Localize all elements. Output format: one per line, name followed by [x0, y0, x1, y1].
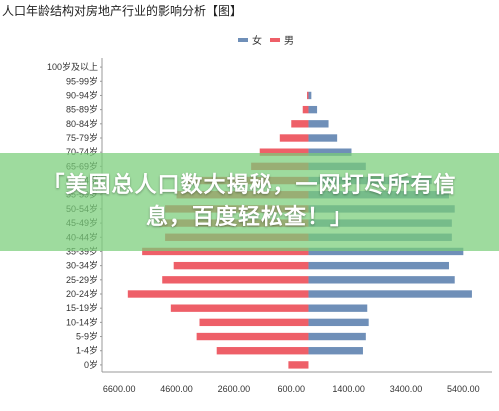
bar-male-6: [162, 276, 309, 284]
x-tick-label: 4600.00: [160, 384, 193, 394]
legend-swatch-male: [270, 37, 280, 42]
legend-swatch-female: [238, 37, 248, 42]
y-tick-label: 95-99岁: [66, 75, 98, 86]
x-tick-label: 5400.00: [447, 384, 480, 394]
y-tick-label: 100岁及以上: [47, 61, 98, 72]
x-tick-label: 600.00: [277, 384, 305, 394]
bar-female-8: [308, 247, 464, 256]
bar-female-5: [308, 290, 472, 298]
y-tick-label: 90-94岁: [66, 89, 98, 100]
y-tick-label: 20-24岁: [66, 288, 98, 299]
bar-female-16: [308, 134, 338, 142]
bar-female-19: [308, 91, 312, 100]
bar-male-7: [173, 261, 309, 270]
promo-banner[interactable]: 「美国总人口数大揭秘，一网打尽所有信息，百度轻松查！」: [0, 153, 499, 251]
x-tick-label: 2600.00: [218, 384, 251, 394]
bar-female-7: [308, 261, 449, 270]
y-tick-label: 85-89岁: [66, 104, 98, 115]
bar-male-2: [196, 332, 309, 341]
y-tick-label: 10-14岁: [66, 316, 98, 327]
y-tick-label: 70-74岁: [66, 146, 98, 157]
y-tick-label: 75-79岁: [66, 132, 98, 143]
bar-male-15: [259, 148, 309, 156]
bar-male-8: [142, 247, 309, 256]
chart-title: 人口年龄结构对房地产行业的影响分析【图】: [2, 4, 243, 18]
legend-label-female: 女: [252, 36, 262, 47]
bar-male-1: [216, 347, 309, 355]
bar-male-5: [127, 290, 309, 298]
bar-female-4: [308, 304, 368, 312]
y-tick-label: 1-4岁: [76, 345, 98, 356]
bar-female-1: [308, 347, 363, 355]
bar-male-19: [307, 91, 309, 100]
y-tick-label: 0岁: [84, 359, 98, 370]
bar-male-0: [288, 361, 309, 369]
y-tick-label: 30-34岁: [66, 260, 98, 271]
promo-banner-text[interactable]: 「美国总人口数大揭秘，一网打尽所有信息，百度轻松查！」: [42, 173, 457, 230]
chart-legend: 女 男: [238, 32, 294, 47]
bar-male-16: [279, 134, 309, 142]
y-tick-label: 15-19岁: [66, 302, 98, 313]
bar-female-2: [308, 332, 366, 341]
y-tick-label: 80-84岁: [66, 118, 98, 129]
bar-female-15: [308, 148, 352, 156]
bar-female-17: [308, 120, 329, 128]
bar-male-18: [302, 105, 309, 114]
legend-label-male: 男: [284, 36, 294, 47]
bar-female-3: [308, 318, 369, 327]
bar-male-3: [199, 318, 309, 327]
bar-male-4: [170, 304, 309, 312]
x-tick-label: 1400.00: [332, 384, 365, 394]
x-tick-label: 3400.00: [390, 384, 423, 394]
bar-female-6: [308, 276, 455, 284]
y-tick-label: 5-9岁: [76, 331, 98, 342]
bar-female-18: [308, 105, 318, 114]
x-tick-label: 6600.00: [103, 384, 136, 394]
bar-male-17: [291, 120, 309, 128]
y-tick-label: 25-29岁: [66, 274, 98, 285]
